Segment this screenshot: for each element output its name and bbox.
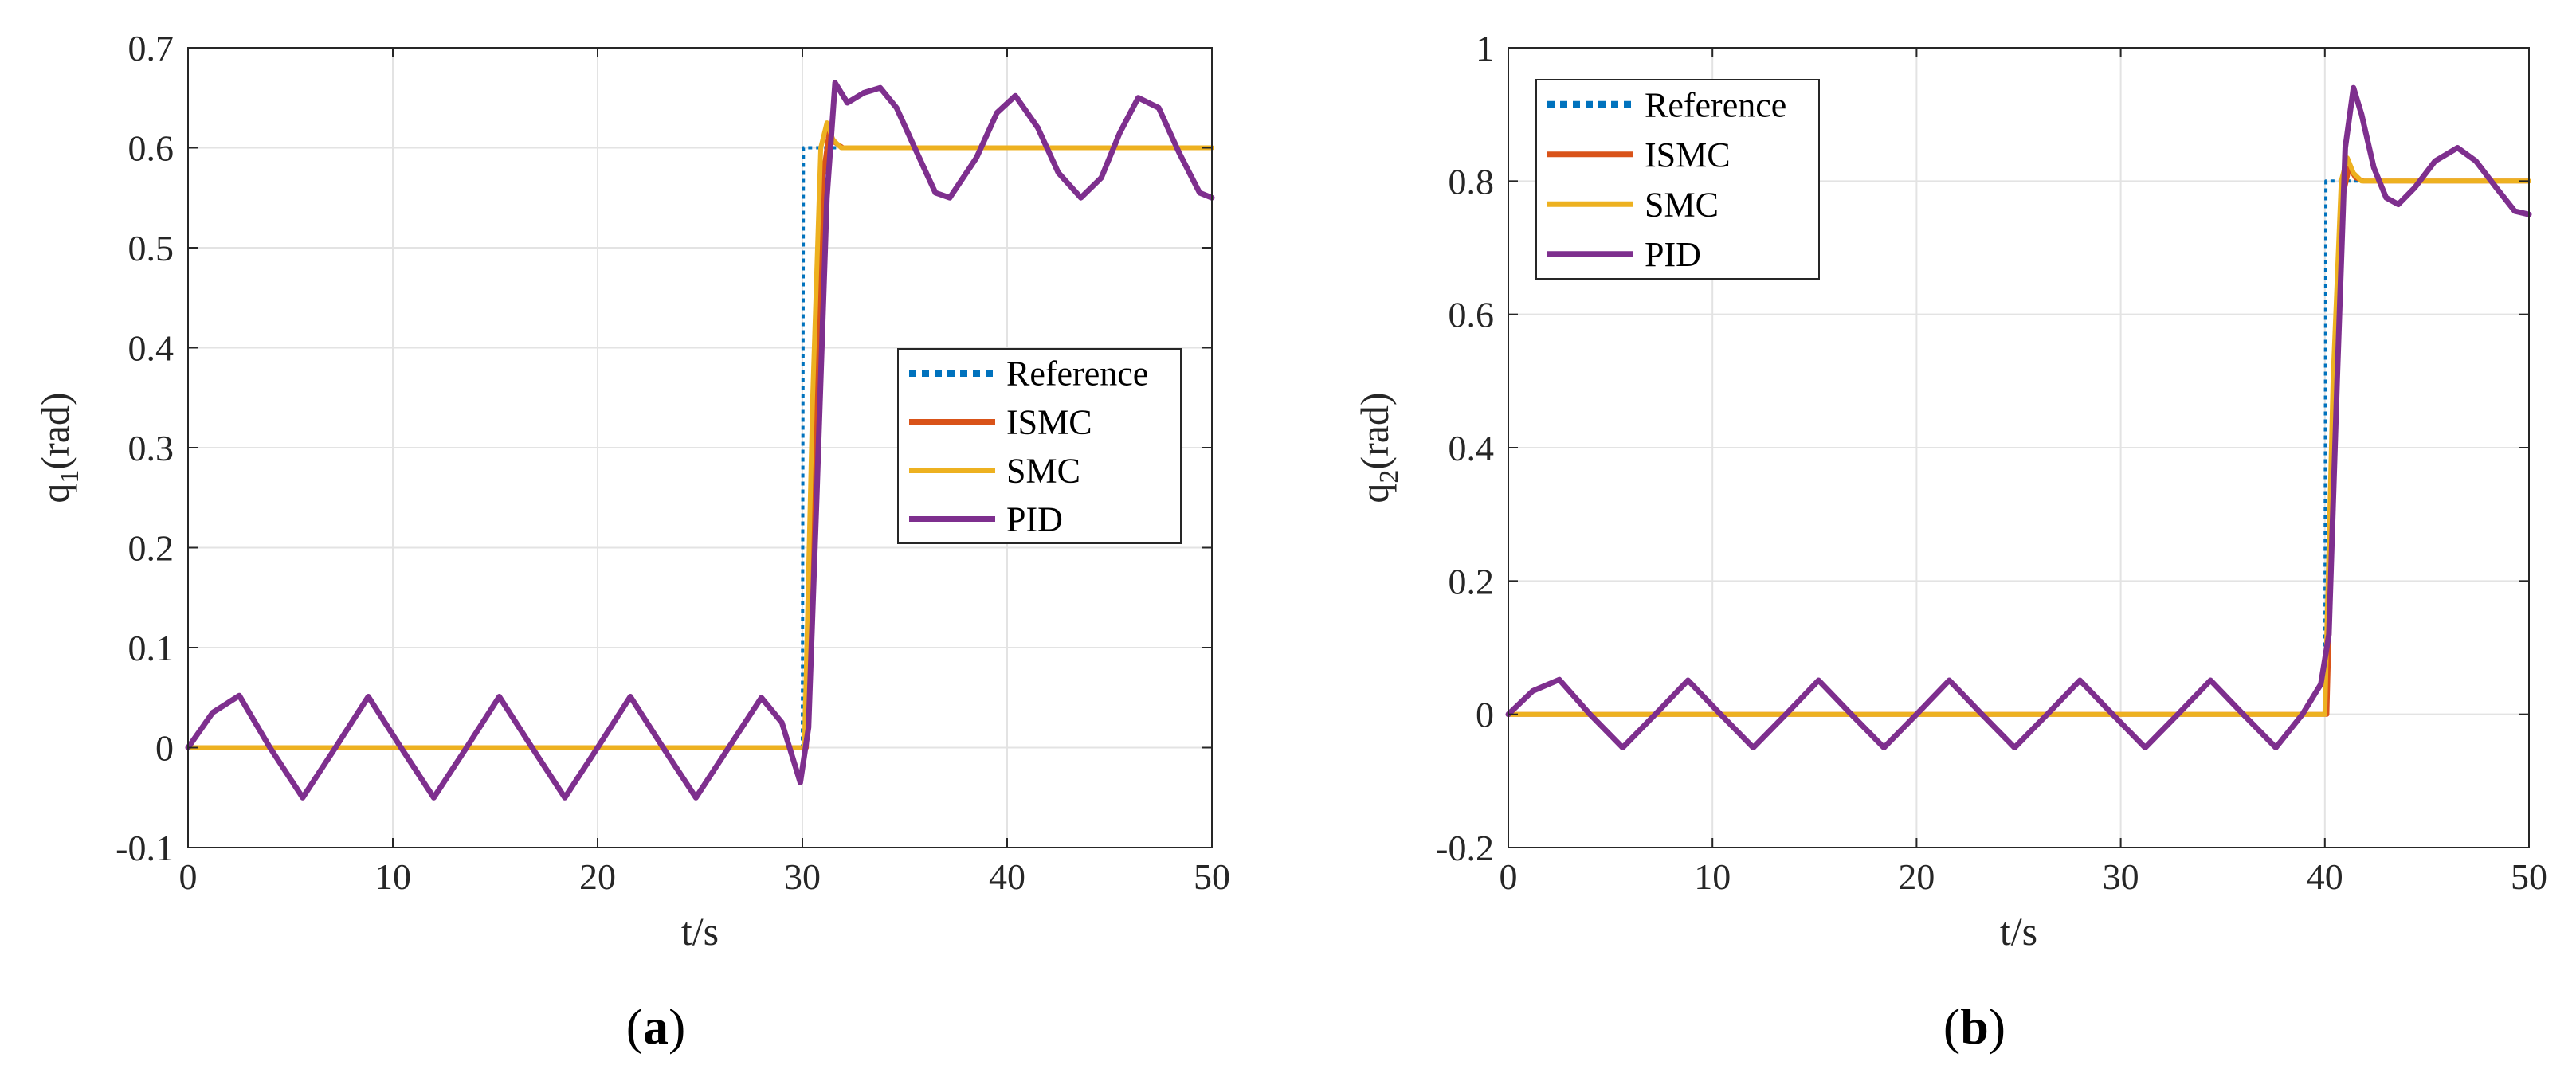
- legend: Reference ISMC SMC PID: [897, 348, 1182, 544]
- y-tick-label: 0.7: [128, 28, 174, 69]
- legend: Reference ISMC SMC PID: [1535, 79, 1820, 280]
- y-tick-label: 0.4: [1449, 428, 1495, 468]
- y-tick-label: 0.5: [128, 228, 174, 268]
- y-axis-label-base: q: [1352, 484, 1397, 503]
- x-tick-label: 40: [989, 856, 1025, 897]
- y-tick-label: 0.2: [1449, 561, 1495, 601]
- legend-label-ismc: ISMC: [1645, 135, 1731, 174]
- x-tick-label: 0: [1500, 856, 1518, 897]
- y-tick-label: 0.1: [128, 628, 174, 668]
- caption-paren-open: (: [626, 998, 643, 1055]
- x-tick-label: 0: [179, 856, 198, 897]
- y-axis-label-unit: (rad): [1352, 392, 1397, 469]
- legend-label-pid: PID: [1645, 235, 1701, 274]
- legend-label-smc: SMC: [1006, 452, 1080, 491]
- y-tick-label: 0: [155, 728, 174, 769]
- x-tick-label: 10: [374, 856, 411, 897]
- x-tick-label: 30: [784, 856, 821, 897]
- y-tick-label: 0.3: [128, 428, 174, 468]
- legend-label-pid: PID: [1006, 500, 1063, 539]
- x-tick-label: 30: [2103, 856, 2139, 897]
- caption-paren-close: ): [669, 998, 685, 1055]
- panel-a: 0 10 20 30 40 50-0.100.10.20.30.40.50.60.7t/s…: [33, 28, 1230, 1055]
- y-tick-label: 0.8: [1449, 161, 1495, 202]
- y-axis-label-subscript: 1: [55, 470, 84, 484]
- series-line-pid: [185, 80, 1215, 801]
- legend-box: [1535, 79, 1820, 280]
- y-axis-label-unit: (rad): [33, 392, 77, 469]
- y-axis-label: q1(rad): [33, 392, 84, 503]
- legend-box: [897, 348, 1182, 544]
- panel-b: 0 10 20 30 40 50-0.200.20.40.60.81t/sq2(rad)R…: [1352, 28, 2547, 1055]
- y-axis-label-base: q: [33, 484, 77, 503]
- y-tick-label: -0.2: [1436, 828, 1494, 868]
- y-tick-label: -0.1: [116, 828, 174, 868]
- x-tick-label: 20: [1898, 856, 1935, 897]
- series-line-pid: [1505, 84, 2532, 750]
- panel-caption: (a): [626, 998, 686, 1055]
- series-line-smc: [186, 120, 1214, 750]
- caption-letter: b: [1960, 998, 1989, 1055]
- x-tick-label: 20: [579, 856, 616, 897]
- y-tick-label: 0.6: [1449, 295, 1495, 335]
- caption-paren-open: (: [1943, 998, 1960, 1055]
- x-axis-label: t/s: [681, 909, 719, 954]
- x-axis-label: t/s: [2000, 909, 2037, 954]
- y-tick-label: 1: [1476, 28, 1494, 69]
- legend-label-ismc: ISMC: [1006, 403, 1092, 442]
- caption-paren-close: ): [1989, 998, 2006, 1055]
- x-tick-label: 10: [1694, 856, 1731, 897]
- x-tick-label: 40: [2307, 856, 2343, 897]
- legend-label-smc: SMC: [1645, 185, 1719, 224]
- x-tick-label: 50: [1194, 856, 1230, 897]
- y-tick-label: 0.2: [128, 528, 174, 569]
- y-tick-label: 0: [1476, 695, 1494, 735]
- y-axis-label-subscript: 2: [1374, 470, 1404, 484]
- y-tick-label: 0.4: [128, 328, 174, 369]
- y-axis-label: q2(rad): [1352, 392, 1404, 503]
- caption-letter: a: [643, 998, 669, 1055]
- panel-caption: (b): [1943, 998, 2006, 1055]
- y-tick-label: 0.6: [128, 128, 174, 169]
- legend-label-reference: Reference: [1006, 354, 1148, 394]
- legend-label-reference: Reference: [1645, 85, 1786, 124]
- x-tick-label: 50: [2511, 856, 2547, 897]
